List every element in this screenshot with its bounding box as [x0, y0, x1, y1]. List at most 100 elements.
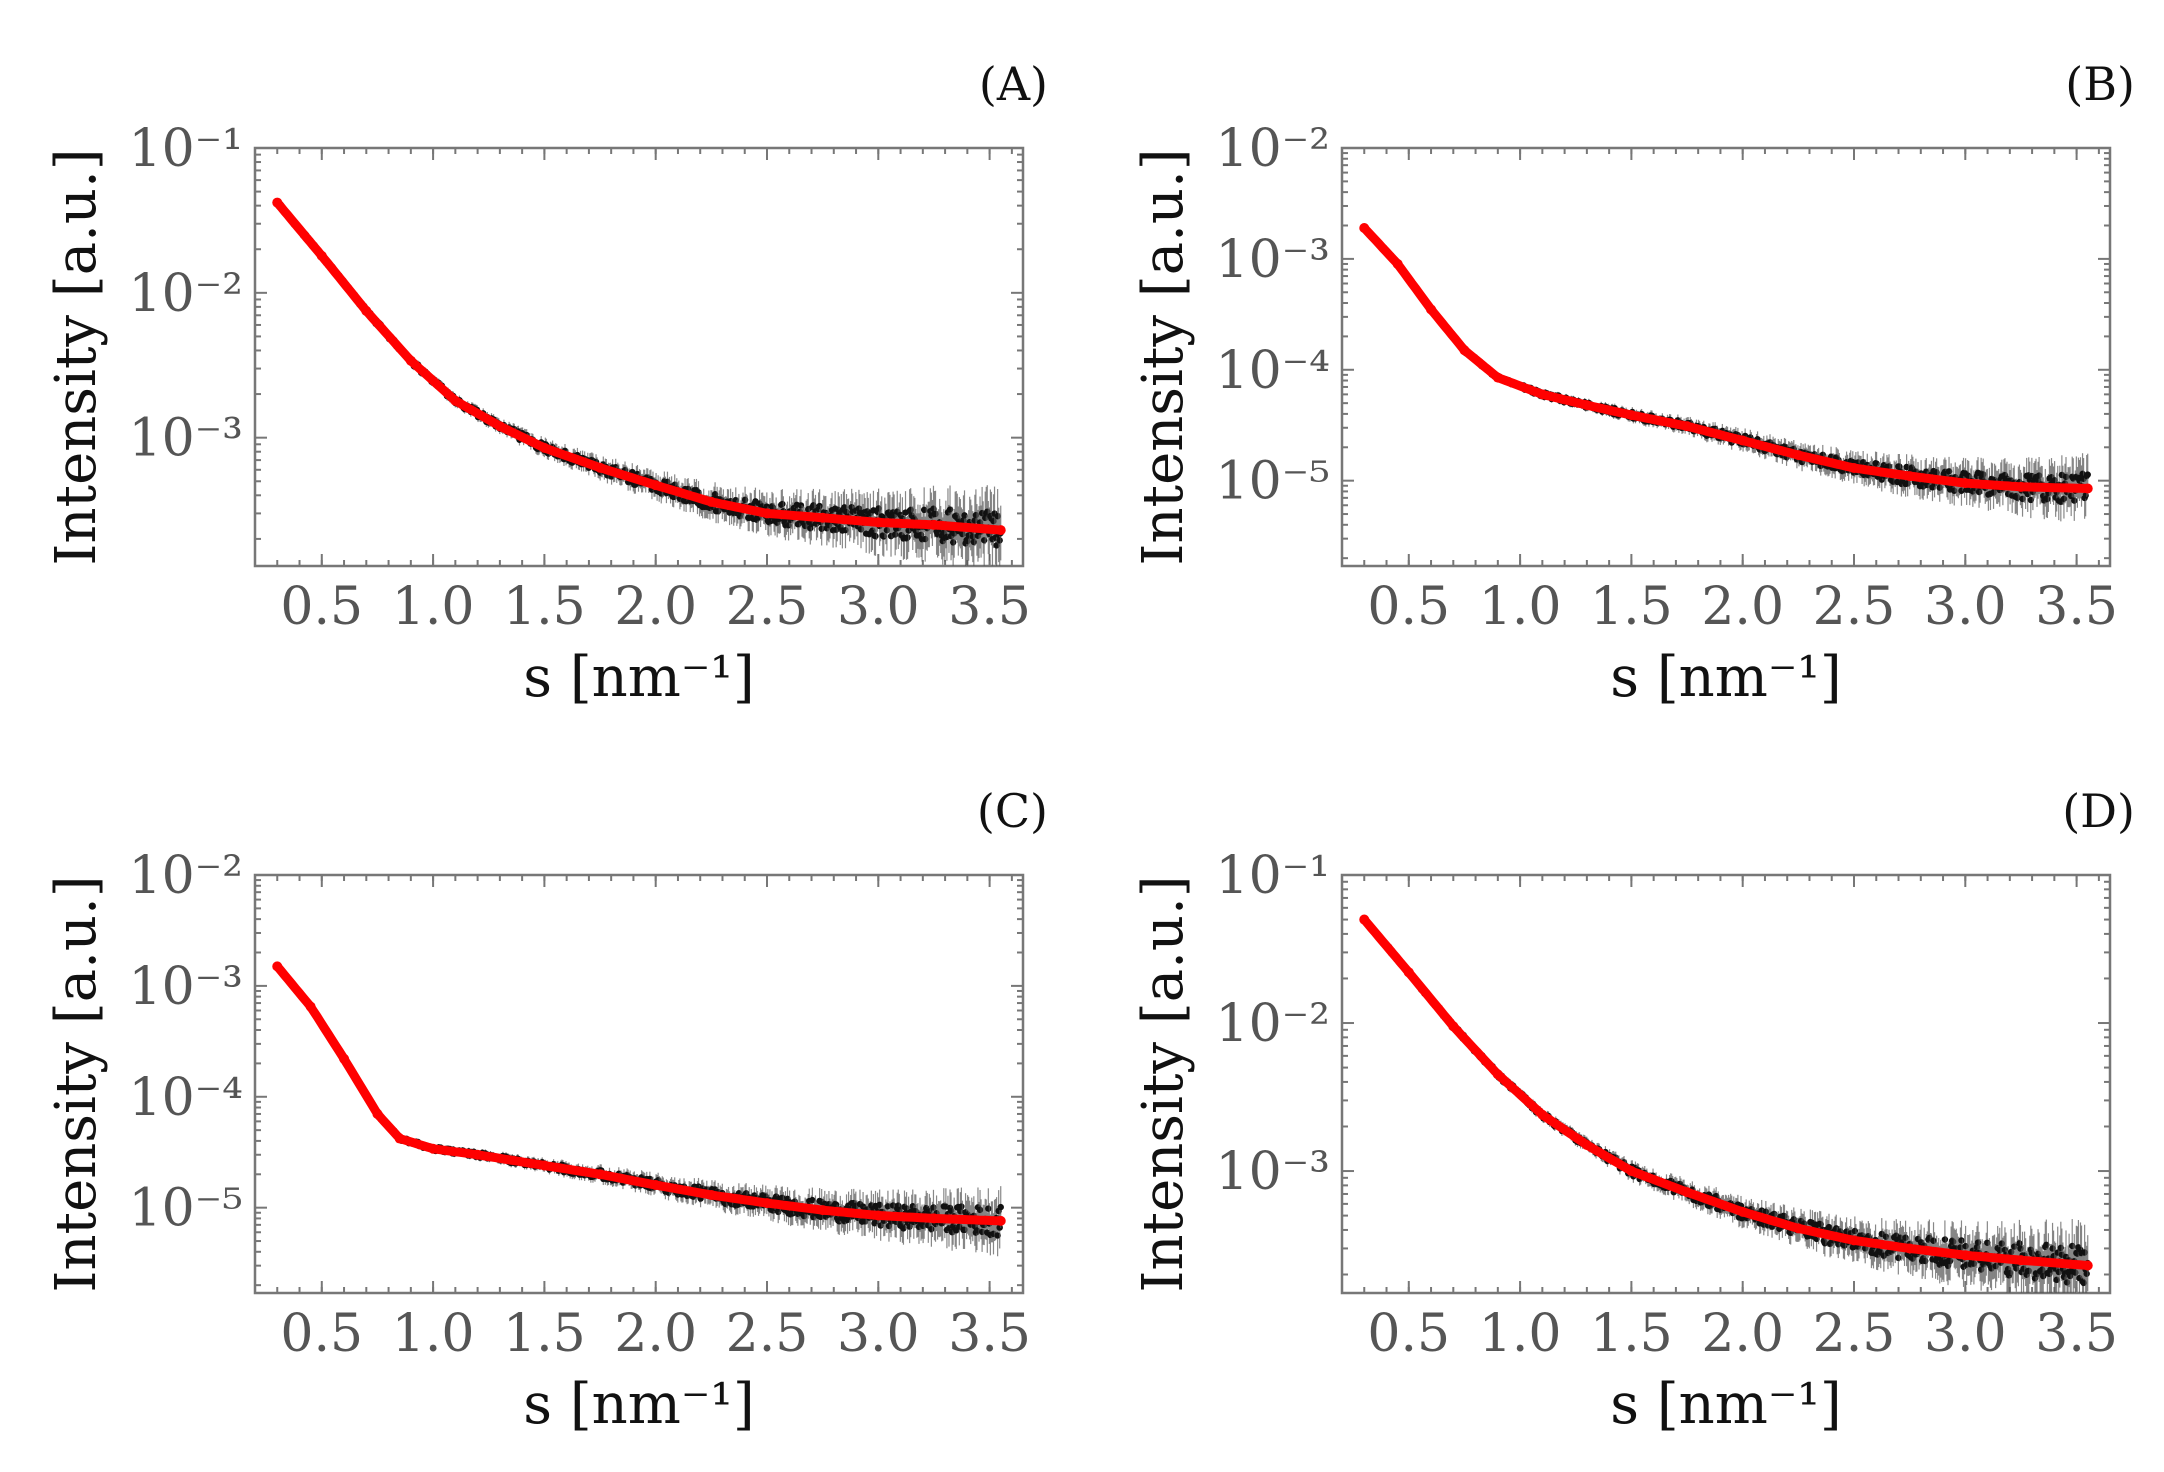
data-point: [958, 1203, 965, 1210]
y-tick-label: 10⁻¹: [129, 119, 243, 179]
data-series: [273, 198, 1005, 566]
chart-panel-d: (D) 0.5 1.0 1.5 2.0 2.5 3.0 3.5 10⁻¹ 10⁻² 10⁻³ s [n…: [1131, 784, 2135, 1437]
fit-point: [1537, 389, 1548, 400]
fit-point: [817, 1205, 828, 1216]
fit-point: [1626, 410, 1637, 421]
y-tick-label: 10⁻¹: [1216, 846, 1330, 906]
fit-point: [1793, 450, 1804, 461]
plot-frame: [253, 146, 1025, 568]
y-tick-label: 10⁻³: [1216, 230, 1330, 290]
fit-point: [405, 355, 416, 366]
fit-point: [995, 525, 1006, 536]
x-tick-label: 1.5: [1590, 1304, 1673, 1364]
x-axis-label: s [nm⁻¹]: [523, 645, 754, 710]
fit-point: [1492, 372, 1503, 383]
x-tick-label: 0.5: [1367, 1304, 1450, 1364]
fit-series: [272, 961, 1006, 1226]
fit-point: [1737, 435, 1748, 446]
data-point: [997, 1203, 1004, 1211]
chart-panel-b: (B) 0.5 1.0 1.5 2.0 2.5 3.0 3.5 10⁻² 10⁻³ 10⁻⁴ 10⁻⁵…: [1131, 57, 2135, 710]
x-tick-label: 2.0: [1701, 577, 1784, 637]
x-tick-label: 2.0: [614, 577, 697, 637]
panel-label: (A): [979, 57, 1048, 111]
data-point: [904, 534, 911, 541]
data-point: [985, 1205, 992, 1212]
x-tick-label: 1.0: [1479, 577, 1562, 637]
data-point: [816, 502, 823, 510]
y-tick-label: 10⁻⁵: [1216, 452, 1330, 512]
x-tick-label: 1.5: [503, 577, 586, 637]
data-point: [2071, 497, 2078, 504]
x-tick-label: 2.5: [726, 1304, 809, 1364]
x-tick-label: 1.5: [503, 1304, 586, 1364]
fit-point: [361, 305, 372, 316]
fit-point: [762, 508, 772, 519]
fit-series: [1359, 222, 2093, 494]
fit-curve: [272, 961, 1006, 1226]
x-tick-label: 3.5: [948, 577, 1031, 637]
fit-point: [595, 462, 606, 473]
data-point: [779, 500, 786, 508]
fit-point: [1581, 400, 1592, 411]
plot-frame: [253, 873, 1025, 1295]
y-axis-label: Intensity [a.u.]: [44, 148, 109, 565]
data-series: [1360, 223, 2092, 522]
data-point: [872, 532, 879, 540]
fit-point: [272, 197, 283, 208]
fit-point: [706, 496, 717, 507]
panel-label: (C): [977, 784, 1048, 838]
y-tick-label: 10⁻²: [129, 846, 243, 906]
y-tick-label: 10⁻²: [1216, 994, 1330, 1054]
fit-point: [316, 250, 327, 261]
fit-point: [928, 1213, 939, 1224]
plot-frame: [1340, 873, 2112, 1295]
x-tick-label: 2.0: [614, 1304, 697, 1364]
fit-point: [394, 1133, 405, 1144]
data-point: [996, 537, 1003, 544]
x-tick-label: 3.5: [2035, 1304, 2118, 1364]
x-tick-label: 1.0: [392, 1304, 475, 1364]
x-tick-label: 3.0: [1924, 577, 2007, 637]
fit-point: [1904, 471, 1915, 482]
fit-point: [650, 480, 661, 491]
fit-point: [762, 1198, 772, 1209]
chart-panel-c: (C) 0.5 1.0 1.5 2.0 2.5 3.0 3.5 10⁻² 10⁻³ 10⁻⁴ 10⁻⁵…: [44, 784, 1048, 1437]
fit-point: [1392, 258, 1403, 269]
panel-label: (B): [2065, 57, 2135, 111]
fit-point: [928, 519, 939, 530]
x-tick-label: 3.0: [837, 577, 920, 637]
fit-point: [372, 1108, 383, 1119]
fit-point: [706, 1190, 717, 1201]
y-tick-label: 10⁻³: [1216, 1142, 1330, 1202]
fit-point: [539, 442, 550, 453]
x-tick-label: 1.0: [392, 577, 475, 637]
fit-point: [2082, 483, 2093, 494]
fit-point: [2015, 481, 2026, 492]
x-axis-label: s [nm⁻¹]: [523, 1372, 754, 1437]
y-axis-label: Intensity [a.u.]: [1131, 875, 1196, 1292]
fit-series: [272, 197, 1006, 536]
y-tick-label: 10⁻⁴: [129, 1068, 243, 1128]
x-tick-label: 1.0: [1479, 1304, 1562, 1364]
x-tick-label: 2.5: [1813, 577, 1896, 637]
x-tick-label: 3.0: [837, 1304, 920, 1364]
fit-point: [595, 1169, 606, 1180]
data-series: [1360, 915, 2092, 1293]
fit-point: [428, 1143, 439, 1154]
fit-point: [1682, 421, 1693, 432]
x-tick-label: 2.0: [1701, 1304, 1784, 1364]
x-tick-label: 0.5: [1367, 577, 1450, 637]
chart-panel-a: (A) 0.5 1.0 1.5 2.0 2.5 3.0 3.5 10⁻¹ 10⁻² 10⁻³ s [n…: [44, 57, 1048, 710]
fit-point: [873, 1210, 884, 1221]
fit-point: [339, 1053, 350, 1064]
x-axis-label: s [nm⁻¹]: [1610, 1372, 1841, 1437]
x-tick-label: 3.0: [1924, 1304, 2007, 1364]
y-tick-label: 10⁻⁴: [1216, 341, 1330, 401]
x-tick-label: 1.5: [1590, 577, 1673, 637]
fit-point: [873, 517, 884, 528]
fit-point: [650, 1180, 661, 1191]
fit-point: [272, 961, 283, 972]
fit-point: [1960, 478, 1971, 489]
fit-point: [1426, 304, 1437, 315]
